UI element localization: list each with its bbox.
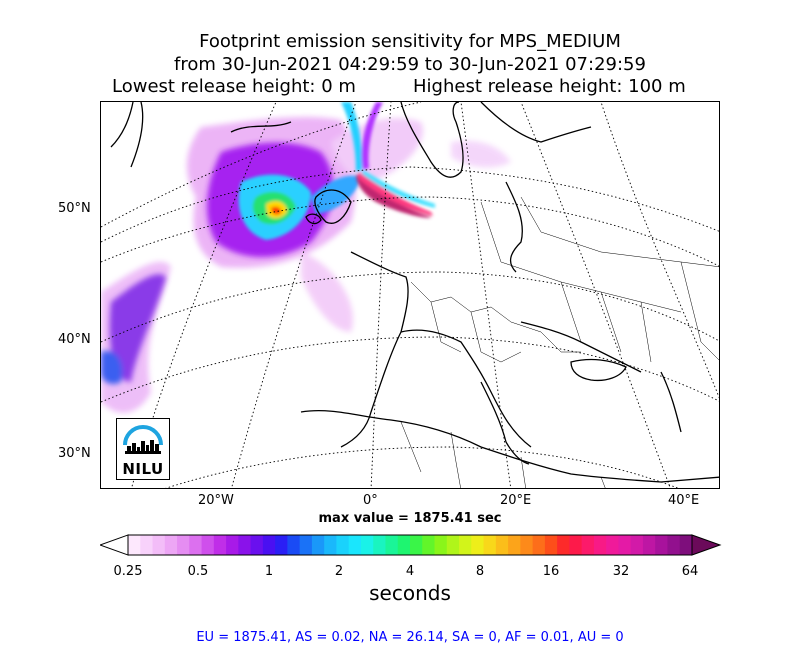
- colorbar-cell: [630, 535, 644, 555]
- colorbar-cell: [422, 535, 436, 555]
- colorbar-cell: [177, 535, 190, 555]
- colorbar-tick-32: 32: [612, 564, 630, 579]
- colorbar-tick-2: 2: [334, 564, 344, 579]
- colorbar-cell: [434, 535, 448, 555]
- colorbar-cell: [483, 535, 497, 555]
- lon-label-0: 0°: [363, 493, 378, 508]
- country-borders: [400, 196, 719, 488]
- colorbar-cell: [397, 535, 411, 555]
- colorbar-low-extend: [100, 534, 129, 556]
- lowest-release-height: Lowest release height: 0 m: [112, 76, 356, 97]
- sensitivity-field: [101, 102, 511, 413]
- colorbar-cell: [324, 535, 338, 555]
- colorbar-tick-0-25: 0.25: [113, 564, 143, 579]
- colorbar-cell: [544, 535, 558, 555]
- lon-label-20w: 20°W: [198, 493, 234, 508]
- lat-label-40n: 40°N: [58, 332, 91, 347]
- colorbar: [100, 534, 722, 556]
- colorbar-tick-0-5: 0.5: [187, 564, 209, 579]
- colorbar-cell: [569, 535, 583, 555]
- colorbar-tick-1: 1: [264, 564, 274, 579]
- colorbar-cell: [557, 535, 570, 555]
- graticule: [101, 102, 719, 488]
- nilu-logo-text: NILU: [122, 460, 164, 478]
- footprint-map: NILU: [100, 101, 720, 489]
- colorbar-tick-4: 4: [405, 564, 415, 579]
- region-stats: EU = 1875.41, AS = 0.02, NA = 26.14, SA …: [196, 630, 624, 645]
- colorbar-cell: [410, 535, 423, 555]
- nilu-logo-graphic: [123, 425, 163, 454]
- map-title-line-2: from 30-Jun-2021 04:29:59 to 30-Jun-2021…: [174, 54, 646, 75]
- colorbar-cell: [226, 535, 239, 555]
- colorbar-cell: [262, 535, 276, 555]
- colorbar-tick-8: 8: [475, 564, 485, 579]
- colorbar-outline: [127, 534, 693, 556]
- colorbar-cell: [459, 535, 472, 555]
- coastlines: [110, 102, 719, 483]
- colorbar-cell: [642, 535, 656, 555]
- colorbar-cell: [495, 535, 509, 555]
- colorbar-cell: [606, 535, 620, 555]
- colorbar-cell: [152, 535, 166, 555]
- colorbar-cell: [520, 535, 534, 555]
- highest-release-height: Highest release height: 100 m: [413, 76, 686, 97]
- colorbar-cell: [189, 535, 203, 555]
- colorbar-cell: [593, 535, 607, 555]
- colorbar-cell: [299, 535, 313, 555]
- colorbar-cell: [287, 535, 301, 555]
- colorbar-cell: [385, 535, 399, 555]
- colorbar-cell: [164, 535, 178, 555]
- colorbar-cell: [446, 535, 460, 555]
- colorbar-cell: [618, 535, 632, 555]
- colorbar-cell: [140, 535, 154, 555]
- max-value-label: max value = 1875.41 sec: [318, 511, 502, 526]
- colorbar-cell: [360, 535, 374, 555]
- colorbar-cell: [581, 535, 595, 555]
- colorbar-cell: [655, 535, 669, 555]
- colorbar-cell: [238, 535, 252, 555]
- colorbar-cell: [275, 535, 288, 555]
- map-title-line-1: Footprint emission sensitivity for MPS_M…: [199, 31, 621, 52]
- colorbar-cells: [128, 535, 693, 555]
- lat-label-50n: 50°N: [58, 201, 91, 216]
- colorbar-cell: [250, 535, 264, 555]
- colorbar-cell: [213, 535, 227, 555]
- colorbar-cell: [532, 535, 546, 555]
- colorbar-cell: [311, 535, 325, 555]
- colorbar-cell: [679, 535, 693, 555]
- colorbar-cell: [128, 535, 141, 555]
- colorbar-tick-16: 16: [542, 564, 560, 579]
- colorbar-cell: [348, 535, 362, 555]
- lon-label-40e: 40°E: [668, 493, 700, 508]
- colorbar-tick-64: 64: [681, 564, 699, 579]
- map-canvas: [101, 102, 719, 488]
- colorbar-unit-label: seconds: [369, 581, 451, 605]
- colorbar-cell: [336, 535, 350, 555]
- lat-label-30n: 30°N: [58, 446, 91, 461]
- colorbar-cell: [373, 535, 387, 555]
- colorbar-cell: [508, 535, 521, 555]
- colorbar-cell: [201, 535, 215, 555]
- colorbar-cell: [667, 535, 681, 555]
- lon-label-20e: 20°E: [500, 493, 532, 508]
- nilu-logo: NILU: [116, 418, 170, 480]
- colorbar-high-extend: [691, 534, 722, 556]
- colorbar-cell: [471, 535, 485, 555]
